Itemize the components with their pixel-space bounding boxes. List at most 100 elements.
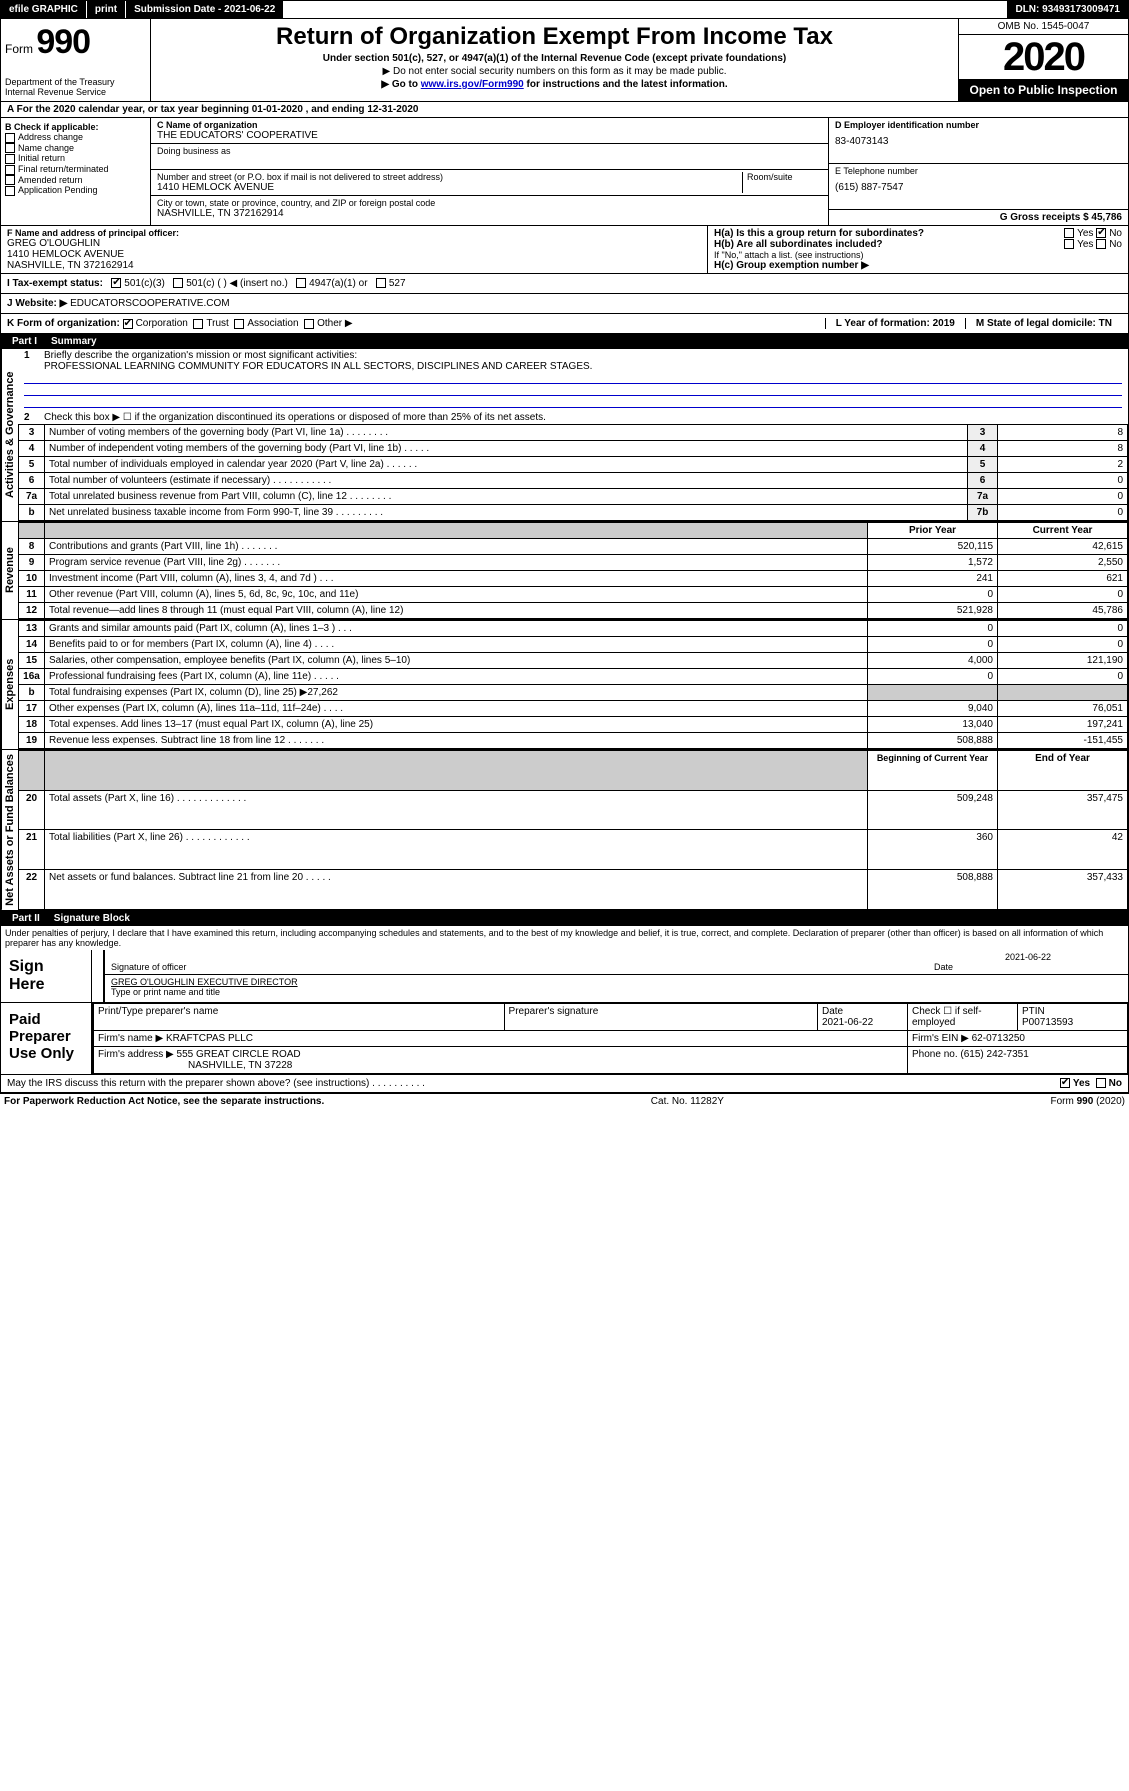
chk-initial[interactable]: Initial return (5, 153, 146, 164)
line-num: 8 (19, 539, 45, 555)
form-ref: Form 990 (2020) (1051, 1096, 1125, 1107)
section-governance: Activities & Governance 1Briefly describ… (0, 349, 1129, 522)
table-header-row: Prior Year Current Year (19, 523, 1128, 539)
section-revenue: Revenue Prior Year Current Year8 Contrib… (0, 522, 1129, 620)
pra-notice: For Paperwork Reduction Act Notice, see … (4, 1096, 324, 1107)
irs-link[interactable]: www.irs.gov/Form990 (421, 79, 524, 90)
table-row: 17 Other expenses (Part IX, column (A), … (19, 701, 1128, 717)
chk-name[interactable]: Name change (5, 143, 146, 154)
room-label: Room/suite (747, 172, 822, 182)
print-button[interactable]: print (87, 1, 126, 18)
chk-501c[interactable] (173, 278, 183, 288)
line-text: Total expenses. Add lines 13–17 (must eq… (45, 717, 868, 733)
sig-date-val: 2021-06-22 (934, 952, 1122, 962)
chk-assoc[interactable] (234, 319, 244, 329)
firm-phone-val: (615) 242-7351 (960, 1049, 1028, 1060)
line-text: Total assets (Part X, line 16) . . . . .… (45, 790, 868, 830)
line-text: Number of independent voting members of … (45, 441, 968, 457)
part1-num: Part I (6, 336, 43, 347)
line-num: 13 (19, 621, 45, 637)
table-row: 6 Total number of volunteers (estimate i… (19, 473, 1128, 489)
chk-501c3[interactable] (111, 278, 121, 288)
line-value: 2 (998, 457, 1128, 473)
line-box: 4 (968, 441, 998, 457)
j-label: J Website: ▶ (7, 298, 67, 309)
line-text: Other expenses (Part IX, column (A), lin… (45, 701, 868, 717)
prep-date-label: Date (822, 1006, 843, 1017)
dept-treasury: Department of the Treasury Internal Reve… (5, 77, 146, 97)
line-text: Program service revenue (Part VIII, line… (45, 555, 868, 571)
line-text: Total number of volunteers (estimate if … (45, 473, 968, 489)
prep-date: Date2021-06-22 (818, 1003, 908, 1030)
underline3 (24, 398, 1122, 408)
paid-fields: Print/Type preparer's name Preparer's si… (91, 1003, 1128, 1074)
table-row: 22 Net assets or fund balances. Subtract… (19, 870, 1128, 910)
line-value: 0 (998, 505, 1128, 521)
chk-name-label: Name change (18, 143, 74, 153)
table-row: 15 Salaries, other compensation, employe… (19, 653, 1128, 669)
tax-exempt-status: I Tax-exempt status: 501(c)(3) 501(c) ( … (1, 274, 1128, 293)
prep-ptin: PTINP00713593 (1018, 1003, 1128, 1030)
prior-value: 1,572 (868, 555, 998, 571)
curr-value: 45,786 (998, 603, 1128, 619)
hdr-prior: Prior Year (868, 523, 998, 539)
chk-pending-label: Application Pending (18, 185, 98, 195)
table-header-row: Beginning of Current Year End of Year (19, 751, 1128, 791)
table-row: 12 Total revenue—add lines 8 through 11 … (19, 603, 1128, 619)
ein-label: D Employer identification number (835, 120, 1122, 130)
h-c: H(c) Group exemption number ▶ (714, 260, 1122, 271)
line-box: 7b (968, 505, 998, 521)
chk-address[interactable]: Address change (5, 132, 146, 143)
form-label: Form (5, 42, 33, 56)
sig-name: GREG O'LOUGHLIN EXECUTIVE DIRECTOR Type … (105, 975, 1128, 999)
prior-value: 520,115 (868, 539, 998, 555)
box-deg: D Employer identification number 83-4073… (828, 118, 1128, 225)
org-name-label: C Name of organization (157, 120, 822, 130)
form-number: Form 990 (5, 23, 146, 62)
line-num: 10 (19, 571, 45, 587)
chk-4947[interactable] (296, 278, 306, 288)
chk-527[interactable] (376, 278, 386, 288)
sig-officer[interactable]: Signature of officer (105, 950, 928, 975)
prep-check[interactable]: Check ☐ if self-employed (908, 1003, 1018, 1030)
prior-value: 521,928 (868, 603, 998, 619)
discuss-no-chk[interactable] (1096, 1078, 1106, 1088)
chk-other[interactable] (304, 319, 314, 329)
chk-corp[interactable] (123, 319, 133, 329)
table-row: b Total fundraising expenses (Part IX, c… (19, 685, 1128, 701)
chk-final[interactable]: Final return/terminated (5, 164, 146, 175)
perjury-text: Under penalties of perjury, I declare th… (0, 926, 1129, 950)
omb-number: OMB No. 1545-0047 (959, 19, 1128, 35)
prior-value: 0 (868, 669, 998, 685)
line-text: Total revenue—add lines 8 through 11 (mu… (45, 603, 868, 619)
prior-value: 0 (868, 637, 998, 653)
line-value: 8 (998, 441, 1128, 457)
section-expenses: Expenses 13 Grants and similar amounts p… (0, 620, 1129, 750)
line-box: 5 (968, 457, 998, 473)
discuss-row: May the IRS discuss this return with the… (0, 1075, 1129, 1093)
end-value: 42 (998, 830, 1128, 870)
chk-trust[interactable] (193, 319, 203, 329)
line-num: 15 (19, 653, 45, 669)
chk-pending[interactable]: Application Pending (5, 185, 146, 196)
line-box: 7a (968, 489, 998, 505)
box-e: E Telephone number (615) 887-7547 (829, 164, 1128, 210)
org-name-row: C Name of organization THE EDUCATORS' CO… (151, 118, 828, 144)
chk-amended[interactable]: Amended return (5, 175, 146, 186)
part1-title: Summary (51, 336, 97, 347)
box-b-title: B Check if applicable: (5, 122, 146, 132)
line-num: 3 (19, 425, 45, 441)
gross-receipts: G Gross receipts $ 45,786 (835, 212, 1122, 223)
curr-value: 0 (998, 637, 1128, 653)
table-row: 8 Contributions and grants (Part VIII, l… (19, 539, 1128, 555)
addr-value: 1410 HEMLOCK AVENUE (157, 182, 742, 193)
governance-table: 3 Number of voting members of the govern… (18, 424, 1128, 521)
sig-date: 2021-06-22 Date (928, 950, 1128, 975)
mission-text: PROFESSIONAL LEARNING COMMUNITY FOR EDUC… (44, 361, 592, 372)
discuss-yes-chk[interactable] (1060, 1078, 1070, 1088)
prep-name-hdr: Print/Type preparer's name (94, 1003, 505, 1030)
prep-date-val: 2021-06-22 (822, 1017, 873, 1028)
line-num: 4 (19, 441, 45, 457)
form-ref-num: 990 (1077, 1096, 1094, 1107)
box-i: I Tax-exempt status: 501(c)(3) 501(c) ( … (0, 274, 1129, 294)
